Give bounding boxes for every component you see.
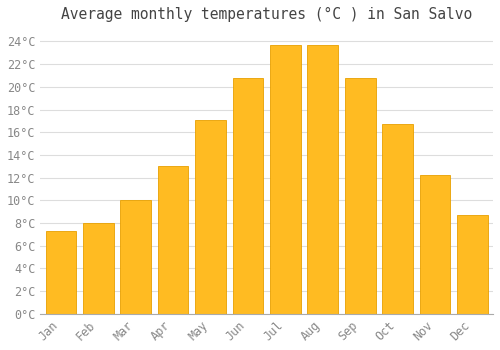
Bar [308, 45, 338, 314]
Bar [120, 200, 151, 314]
Bar [195, 120, 226, 314]
Bar [232, 78, 264, 314]
Bar [382, 124, 413, 314]
Bar [270, 45, 300, 314]
Bar [83, 223, 114, 314]
Bar [46, 231, 76, 314]
Bar [158, 166, 188, 314]
Bar [457, 215, 488, 314]
Bar [420, 175, 450, 314]
Title: Average monthly temperatures (°C ) in San Salvo: Average monthly temperatures (°C ) in Sa… [61, 7, 472, 22]
Bar [345, 78, 376, 314]
